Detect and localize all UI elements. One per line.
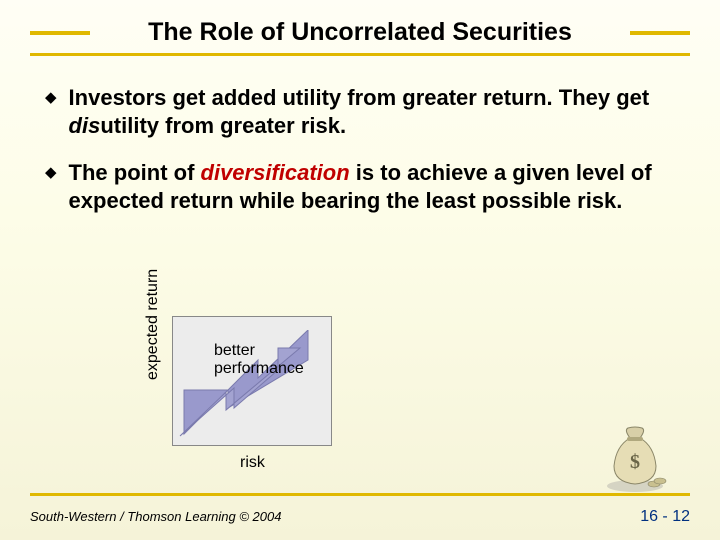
chart-annotation-l1: better <box>214 342 255 359</box>
title-rule-left <box>30 31 90 35</box>
bullet-item: ◆ The point of diversification is to ach… <box>45 159 680 214</box>
bullet-item: ◆ Investors get added utility from great… <box>45 84 680 139</box>
bullet-icon: ◆ <box>45 159 57 214</box>
bullet-text: Investors get added utility from greater… <box>69 84 680 139</box>
y-axis-label: expected return <box>144 269 162 380</box>
title-underline <box>30 53 690 56</box>
title-rule-right <box>630 31 690 35</box>
bullet-text-post: utility from greater risk. <box>100 113 346 138</box>
x-axis-label: risk <box>240 454 265 472</box>
chart-annotation-l2: performance <box>214 360 304 377</box>
bullet-text-dis: dis <box>69 113 101 138</box>
chart-annotation: better performance <box>214 342 304 379</box>
bullet-text: The point of diversification is to achie… <box>69 159 680 214</box>
footer-copyright: South-Western / Thomson Learning © 2004 <box>30 509 281 524</box>
page-title: The Role of Uncorrelated Securities <box>104 18 616 47</box>
bullet-text-pre: The point of <box>69 160 201 185</box>
bullet-list: ◆ Investors get added utility from great… <box>0 74 720 214</box>
bullet-icon: ◆ <box>45 84 57 139</box>
footer-rule <box>30 493 690 496</box>
moneybag-icon: $ <box>600 424 670 494</box>
mini-chart: expected return better performance risk <box>140 310 400 480</box>
bullet-text-keyword: diversification <box>201 160 350 185</box>
footer-page-number: 16 - 12 <box>640 508 690 526</box>
bullet-text-pre: Investors get added utility from greater… <box>69 85 650 110</box>
title-row: The Role of Uncorrelated Securities <box>0 0 720 53</box>
svg-text:$: $ <box>630 451 640 473</box>
